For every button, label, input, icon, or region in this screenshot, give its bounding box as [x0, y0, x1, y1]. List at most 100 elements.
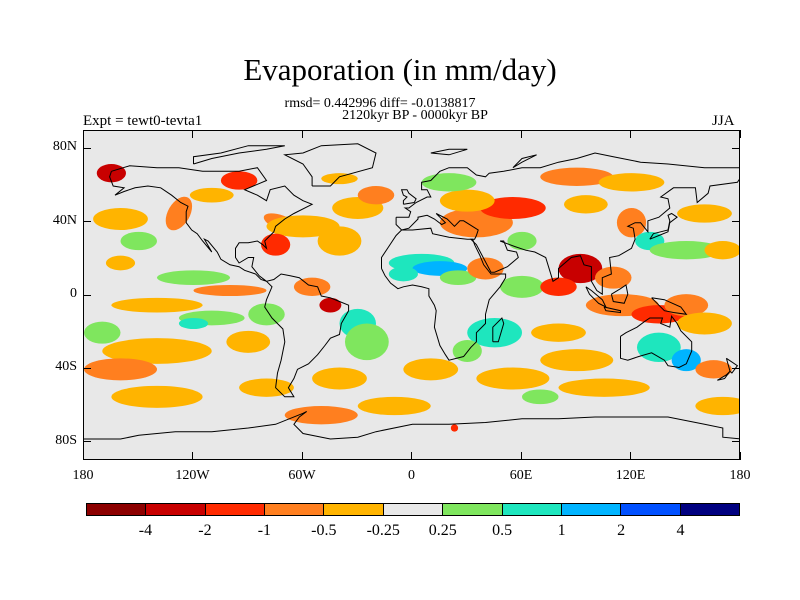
- x-tick: [520, 130, 522, 138]
- anomaly-patch: [522, 389, 559, 405]
- anomaly-patch: [319, 297, 342, 313]
- anomaly-patch: [84, 321, 121, 344]
- season-label: JJA: [712, 113, 735, 129]
- anomaly-patch: [649, 241, 723, 260]
- map-title: Evaporation (in mm/day): [243, 52, 557, 87]
- y-tick: [732, 221, 740, 223]
- colorbar-box: [621, 504, 681, 515]
- coastline: [603, 306, 621, 314]
- anomaly-patch: [357, 396, 431, 416]
- x-tick-label: 120W: [175, 468, 210, 483]
- coastlines: [84, 143, 739, 440]
- colorbar-box: [205, 504, 266, 515]
- anomaly-patch: [540, 349, 614, 372]
- y-tick-label: 80S: [55, 432, 77, 448]
- anomaly-patch: [598, 173, 665, 192]
- y-tick: [732, 367, 740, 369]
- colorbar-box: [561, 504, 622, 515]
- anomaly-patch: [120, 231, 157, 251]
- anomaly-patch: [558, 378, 650, 397]
- y-tick-label: 40N: [52, 212, 77, 228]
- colorbar-label: 2: [617, 522, 626, 539]
- anomaly-patch: [193, 285, 267, 296]
- anomaly-patch: [189, 187, 234, 203]
- colorbar-label: 1: [557, 522, 566, 539]
- colorbar-box: [265, 504, 325, 515]
- x-tick: [192, 452, 193, 460]
- stats-subtitle: rmsd= 0.442996 diff= -0.0138817: [284, 96, 476, 111]
- anomaly-patch: [616, 208, 647, 238]
- anomaly-patch: [450, 424, 459, 432]
- coastline: [381, 227, 507, 361]
- anomaly-patch: [261, 233, 291, 256]
- y-tick: [732, 441, 740, 443]
- colorbar-label: 4: [676, 522, 685, 539]
- colorbar-label: -1: [257, 522, 272, 539]
- colorbar-box: [87, 504, 147, 515]
- x-tick-label: 180: [72, 468, 94, 483]
- x-tick: [301, 130, 303, 138]
- anomaly-patch: [439, 189, 495, 212]
- coastline: [725, 357, 739, 374]
- coastline: [400, 189, 417, 205]
- anomaly-patch: [248, 303, 285, 326]
- y-tick: [83, 294, 91, 296]
- anomaly-patch: [677, 312, 732, 335]
- anomaly-patch: [317, 226, 362, 256]
- y-tick: [732, 294, 740, 296]
- x-tick-label: 180: [729, 468, 751, 483]
- anomaly-patch: [226, 330, 271, 353]
- coastline: [512, 154, 537, 169]
- anomaly-patch: [239, 378, 294, 397]
- colorbar-box: [502, 504, 562, 515]
- anomaly-patch: [284, 406, 358, 425]
- x-tick: [520, 452, 522, 460]
- coastline: [84, 411, 739, 440]
- y-tick: [732, 147, 740, 149]
- colorbar-box: [324, 504, 384, 515]
- anomaly-patch: [480, 197, 546, 219]
- anomaly-patch: [84, 358, 157, 381]
- x-tick: [630, 452, 631, 460]
- anomaly-patches: [84, 164, 739, 432]
- x-tick-label: 120E: [615, 468, 646, 483]
- anomaly-patch: [664, 294, 709, 317]
- anomaly-patch: [111, 385, 203, 408]
- anomaly-patch: [370, 296, 400, 315]
- anomaly-patch: [677, 204, 732, 223]
- coastline: [193, 145, 285, 165]
- anomaly-patch: [321, 173, 358, 185]
- anomaly-patch: [467, 318, 522, 348]
- coastline: [649, 212, 678, 240]
- experiment-label: Expt = tewt0-tevta1: [83, 113, 203, 129]
- anomaly-patch: [403, 358, 459, 381]
- x-tick: [739, 452, 741, 460]
- y-tick: [83, 147, 91, 149]
- anomaly-patch: [595, 266, 632, 289]
- colorbar-label: 0.5: [492, 522, 513, 539]
- coastline: [620, 314, 693, 369]
- anomaly-patch: [695, 396, 739, 416]
- x-tick: [82, 452, 84, 460]
- anomaly-patch: [157, 270, 230, 285]
- coastline: [610, 284, 629, 304]
- colorbar-box: [146, 504, 206, 515]
- anomaly-patch: [105, 255, 136, 271]
- anomaly-patch: [344, 323, 389, 361]
- y-tick-label: 80N: [52, 139, 77, 155]
- anomaly-patch: [476, 367, 550, 390]
- anomaly-patch: [96, 164, 126, 183]
- colorbar: [86, 503, 740, 516]
- anomaly-patch: [312, 367, 367, 390]
- y-tick-label: 40S: [55, 359, 77, 375]
- anomaly-patch: [220, 171, 258, 190]
- coastline: [395, 152, 739, 296]
- anomaly-patch: [671, 349, 701, 372]
- coastline: [492, 317, 505, 343]
- colorbar-label: -0.5: [311, 522, 337, 539]
- anomaly-patch: [540, 277, 577, 296]
- x-tick: [82, 130, 84, 138]
- coastline: [264, 273, 350, 398]
- anomaly-patch: [421, 173, 477, 192]
- coastline: [651, 297, 688, 315]
